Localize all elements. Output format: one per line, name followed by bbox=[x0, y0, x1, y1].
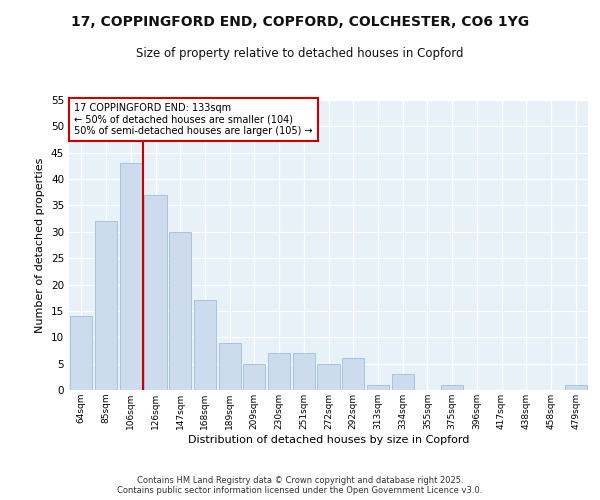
Bar bbox=[145, 195, 167, 390]
Bar bbox=[367, 384, 389, 390]
X-axis label: Distribution of detached houses by size in Copford: Distribution of detached houses by size … bbox=[188, 434, 469, 444]
Bar bbox=[194, 300, 216, 390]
Bar bbox=[565, 384, 587, 390]
Bar bbox=[268, 353, 290, 390]
Bar bbox=[392, 374, 414, 390]
Bar bbox=[218, 342, 241, 390]
Text: Contains HM Land Registry data © Crown copyright and database right 2025.
Contai: Contains HM Land Registry data © Crown c… bbox=[118, 476, 482, 495]
Y-axis label: Number of detached properties: Number of detached properties bbox=[35, 158, 46, 332]
Text: 17, COPPINGFORD END, COPFORD, COLCHESTER, CO6 1YG: 17, COPPINGFORD END, COPFORD, COLCHESTER… bbox=[71, 15, 529, 29]
Bar bbox=[293, 353, 315, 390]
Text: Size of property relative to detached houses in Copford: Size of property relative to detached ho… bbox=[136, 48, 464, 60]
Bar bbox=[441, 384, 463, 390]
Bar bbox=[119, 164, 142, 390]
Bar bbox=[70, 316, 92, 390]
Bar bbox=[169, 232, 191, 390]
Bar bbox=[243, 364, 265, 390]
Bar bbox=[95, 222, 117, 390]
Text: 17 COPPINGFORD END: 133sqm
← 50% of detached houses are smaller (104)
50% of sem: 17 COPPINGFORD END: 133sqm ← 50% of deta… bbox=[74, 103, 313, 136]
Bar bbox=[342, 358, 364, 390]
Bar bbox=[317, 364, 340, 390]
